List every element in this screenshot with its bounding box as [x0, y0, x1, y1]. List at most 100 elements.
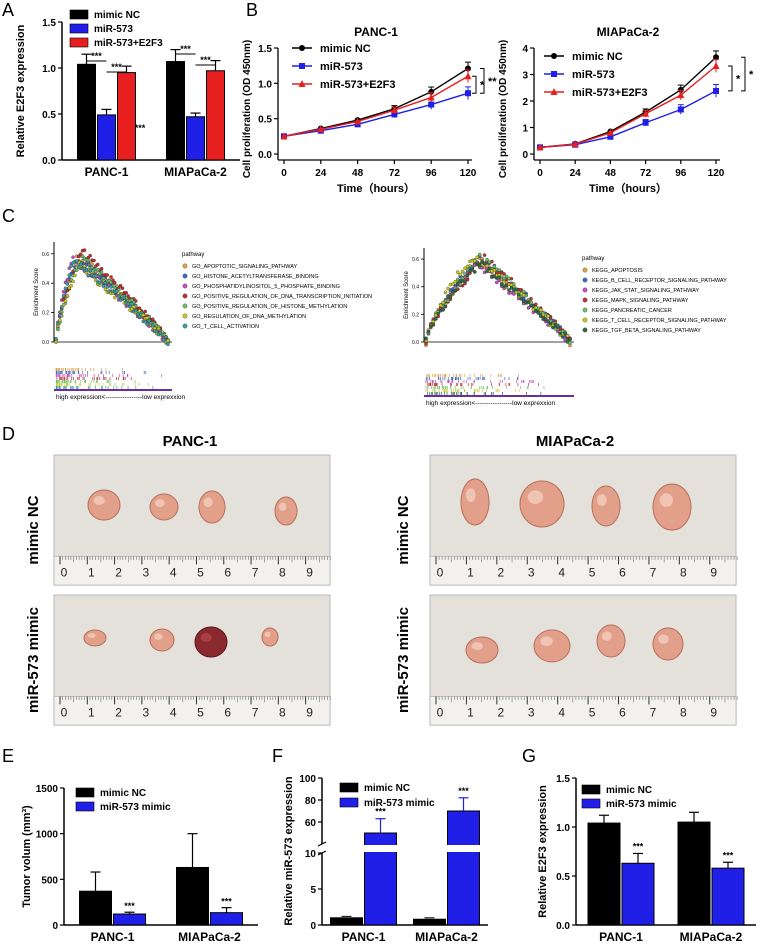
tumor [194, 626, 228, 658]
tumor [83, 629, 107, 647]
ruler [53, 696, 331, 726]
es-point [429, 324, 433, 329]
x-tick-label: 96 [426, 168, 438, 179]
legend-label: mimic NC [364, 783, 410, 794]
d-col-title-miapaca2: MIAPaCa-2 [536, 433, 614, 450]
tumor [596, 624, 626, 658]
tumor [652, 627, 684, 661]
ruler-number: 8 [680, 565, 687, 579]
es-point [82, 248, 87, 252]
legend-swatch [69, 23, 89, 34]
y-tick-label: 0.4 [42, 281, 49, 287]
es-point [477, 252, 482, 257]
es-point [151, 323, 155, 328]
ruler-number: 9 [306, 705, 313, 719]
es-point [475, 255, 480, 259]
es-point [521, 293, 526, 297]
es-point [90, 265, 94, 270]
legend-label: mimic NC [94, 10, 140, 21]
tumor [652, 483, 692, 531]
sig-label: *** [91, 51, 102, 61]
legend-marker [182, 293, 188, 299]
ruler-number: 1 [467, 705, 474, 719]
es-point [137, 314, 142, 319]
y-tick-label: 0.6 [412, 257, 419, 263]
es-point [164, 335, 168, 339]
es-point [468, 269, 472, 273]
data-point [428, 101, 435, 108]
es-point [69, 283, 73, 288]
es-point [96, 268, 100, 272]
tumor-highlight [540, 636, 553, 646]
es-point [499, 282, 504, 286]
tumor [261, 627, 279, 647]
legend-marker [551, 53, 557, 59]
panel-letter-b: B [246, 0, 258, 20]
es-point [565, 333, 570, 338]
es-point [71, 279, 75, 284]
es-point [130, 302, 134, 306]
es-point [465, 273, 470, 278]
y-tick-label: 1.0 [42, 64, 56, 75]
es-point [495, 280, 499, 285]
legend-label: miR-573 mimic [606, 799, 677, 810]
es-point [141, 313, 146, 317]
es-point [565, 339, 570, 343]
sig-label: *** [135, 123, 146, 133]
bar [166, 61, 185, 161]
d-row-label-mimic-nc: mimic NC [25, 495, 42, 564]
legend-label: miR-573+E2F3 [320, 79, 396, 91]
x-tick-label: 0 [537, 168, 543, 179]
chart-a-e2f3: 0.0 0.5 1.0 1.5 Relative E2F3 expression PANC… [15, 9, 240, 179]
es-point [128, 304, 132, 309]
es-point [109, 285, 113, 289]
panel-letter-e: E [2, 746, 14, 766]
legend-marker [298, 80, 306, 87]
es-point [59, 305, 64, 309]
sig-label: *** [458, 786, 469, 796]
y-tick-label: 100 [299, 774, 316, 785]
es-point [546, 319, 550, 324]
rank-axis-text: high expression<-----------------low exp… [56, 394, 185, 401]
es-point [105, 285, 110, 289]
legend-label: KEGG_B_CELL_RECEPTOR_SIGNALING_PATHWAY [592, 278, 727, 284]
y-tick-label: 1.5 [556, 774, 570, 785]
es-point [132, 305, 136, 309]
rank-axis-text: high expression<-----------------low exp… [426, 400, 555, 407]
bar [587, 822, 621, 926]
legend-label: miR-573 [572, 69, 615, 81]
legend-swatch [69, 37, 89, 48]
es-point [516, 293, 521, 297]
x-tick-label: 120 [460, 168, 477, 179]
legend-marker [182, 303, 188, 309]
panel-letter-a: A [2, 0, 14, 20]
es-point [538, 308, 543, 312]
x-tick-label: 96 [675, 168, 687, 179]
y-axis-label: Tumor volum (mm³) [21, 805, 33, 908]
legend-swatch [581, 798, 601, 809]
y-tick-label: 10 [305, 849, 317, 860]
es-point [109, 280, 113, 285]
x-tick-label: 24 [570, 168, 582, 179]
ruler-number: 9 [306, 565, 313, 579]
gsea-left: 0.0 0.2 0.4 0.6 Enrichment Score pathway GO_AP… [34, 242, 372, 401]
y-tick-label: 80 [305, 796, 317, 807]
d-row-label-mir573-mimic-right: miR-573 mimic [395, 607, 412, 713]
ruler-number: 9 [710, 565, 717, 579]
tumor-highlight [471, 642, 483, 650]
x-category-label: MIAPaCa-2 [178, 930, 241, 944]
es-point [56, 327, 60, 332]
ruler-number: 0 [437, 705, 444, 719]
ruler-number: 5 [197, 565, 204, 579]
data-point [642, 119, 649, 126]
es-point [443, 304, 448, 309]
es-point [426, 329, 431, 334]
panel-letter-c: C [2, 206, 15, 226]
legend-marker [182, 323, 188, 329]
tumor [87, 489, 121, 521]
es-point [438, 303, 443, 308]
x-tick-label: 72 [389, 168, 401, 179]
es-point [160, 332, 165, 337]
es-point [86, 258, 91, 263]
es-point [109, 275, 113, 279]
